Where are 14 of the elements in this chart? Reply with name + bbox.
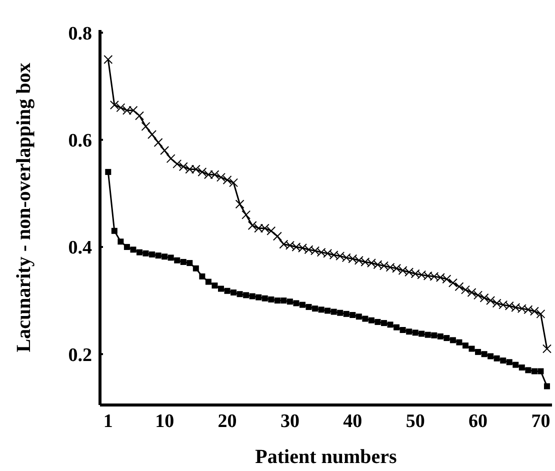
y-tick-label: 0.8	[68, 23, 92, 44]
x-tick-label: 50	[406, 411, 425, 432]
x-tick-label: 60	[468, 411, 488, 432]
x-tick-label: 20	[218, 411, 237, 432]
x-tick-label: 40	[343, 411, 362, 432]
x-tick-label: 70	[531, 411, 550, 432]
x-tick-label: 1	[103, 411, 113, 432]
y-tick-label: 0.6	[68, 130, 92, 152]
x-tick-label: 30	[280, 411, 300, 432]
y-tick-label: 0.2	[68, 344, 92, 366]
y-tick-label: 0.4	[68, 238, 92, 259]
y-axis-title: Lacunarity - non-overlapping box	[13, 62, 35, 352]
x-axis-title: Patient numbers	[255, 446, 398, 468]
x-tick-label: 10	[155, 411, 174, 432]
